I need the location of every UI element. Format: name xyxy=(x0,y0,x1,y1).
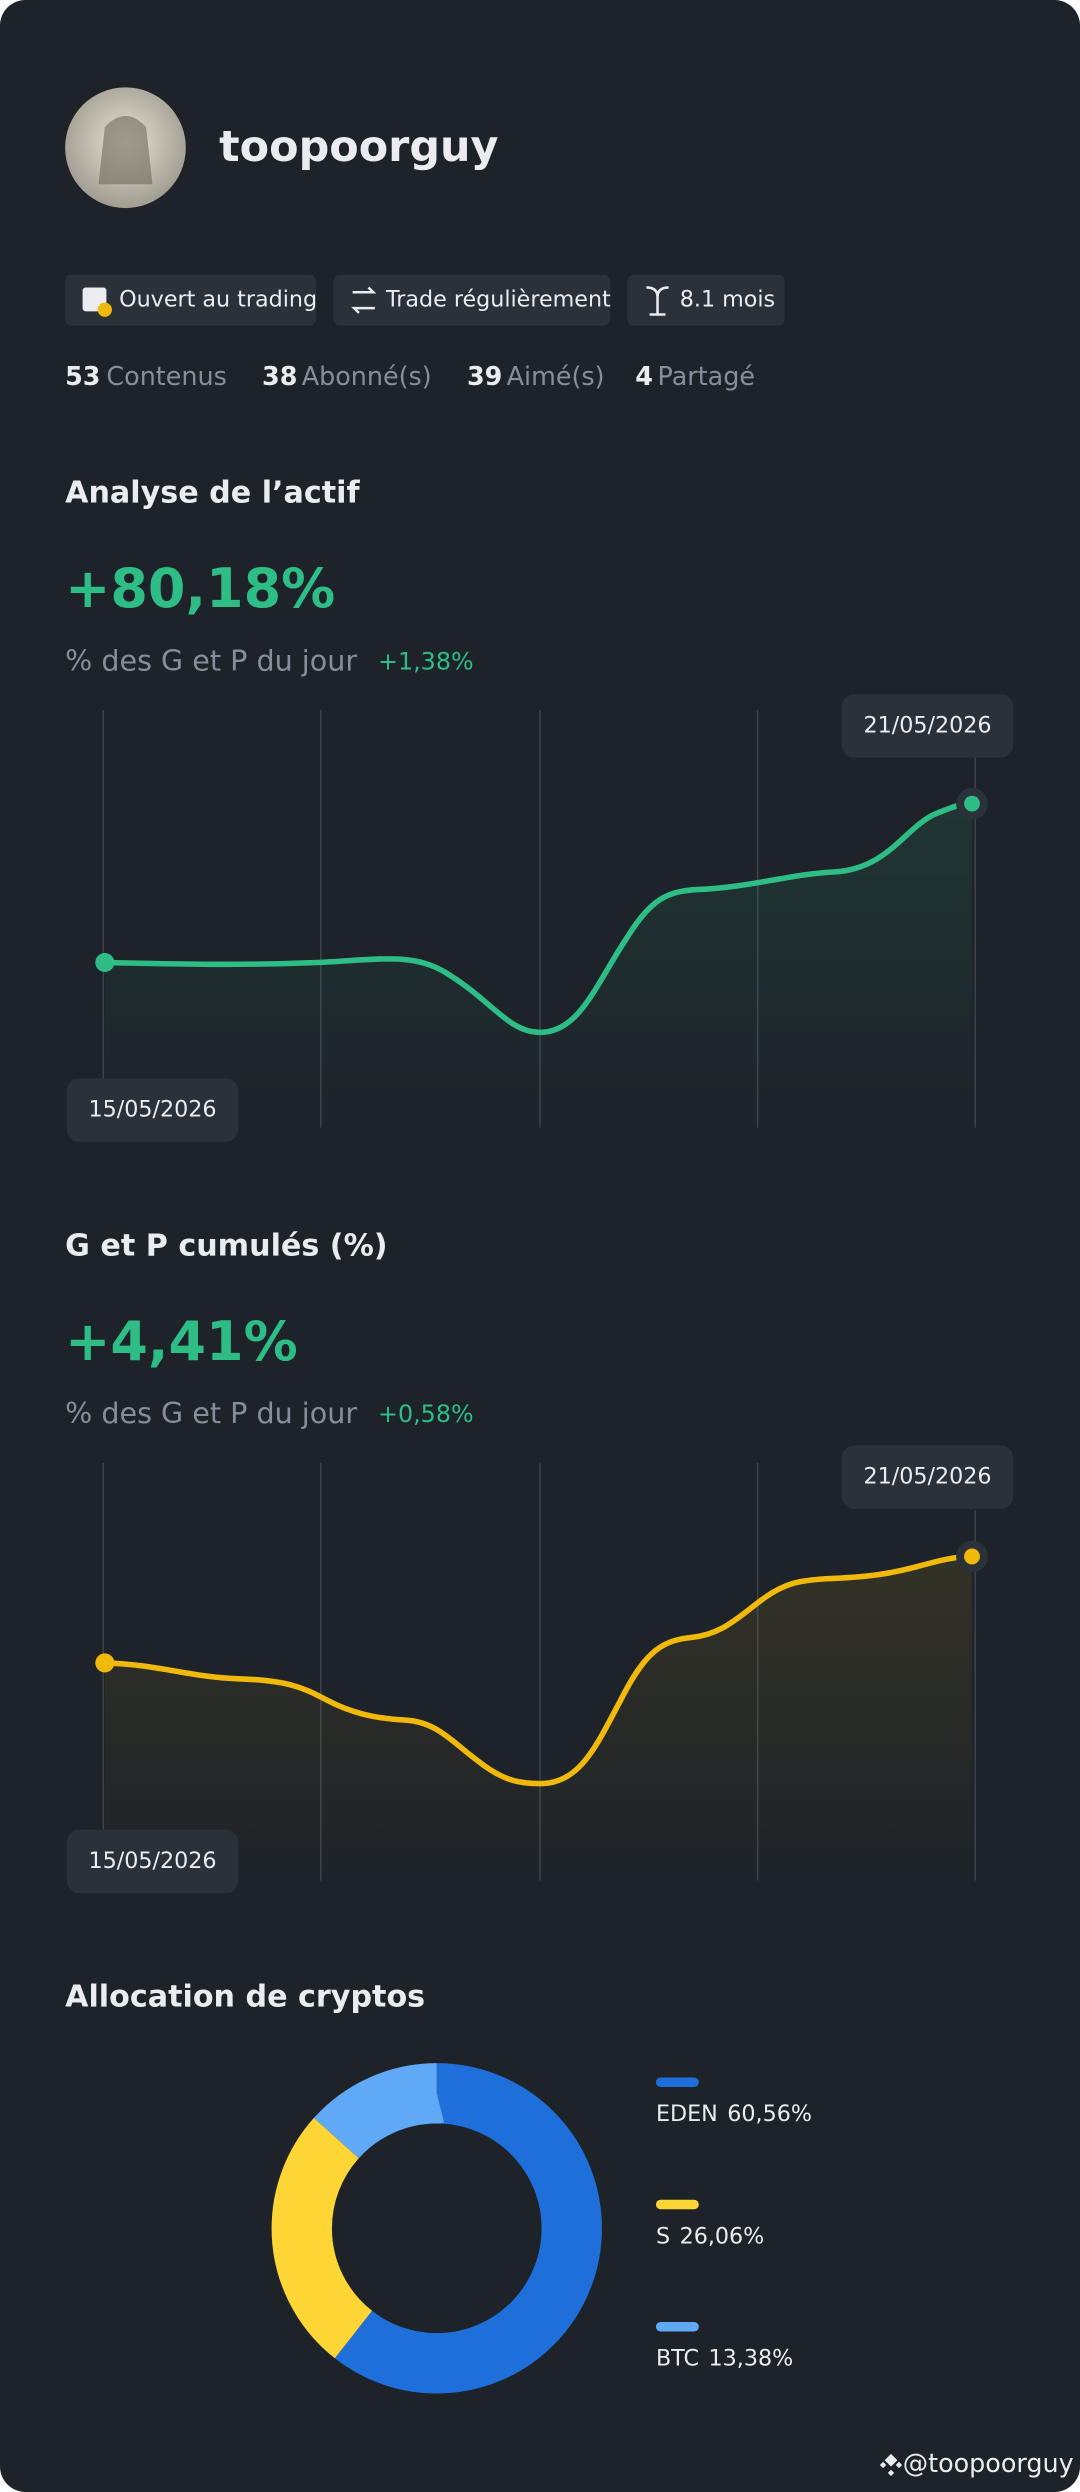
daily-pnl: % des G et P du jour +1,38% xyxy=(65,643,473,677)
line-area xyxy=(104,1556,972,1881)
date-tooltip xyxy=(66,1078,239,1142)
legend-label: BTC xyxy=(656,2345,699,2371)
stat-value: 38 xyxy=(262,361,297,391)
daily-label: % des G et P du jour xyxy=(65,643,357,677)
start-point[interactable] xyxy=(95,952,115,973)
start-point[interactable] xyxy=(95,1653,115,1673)
legend-label: EDEN xyxy=(656,2100,718,2126)
start-date: 15/05/2026 xyxy=(88,1848,216,1874)
pnl-value: +4,41% xyxy=(65,1310,298,1373)
stat-value: 39 xyxy=(467,361,502,391)
daily-value: +1,38% xyxy=(378,647,474,675)
pnl-value: +80,18% xyxy=(65,557,335,620)
legend-swatch xyxy=(655,2199,699,2210)
avatar-figure xyxy=(98,115,153,185)
legend-entry: S 26,06% xyxy=(656,2223,764,2249)
section-title: Analyse de l’actif xyxy=(65,475,360,510)
pnl-line xyxy=(104,1553,973,1787)
donut-segment xyxy=(271,2063,602,2394)
end-date: 21/05/2026 xyxy=(863,1464,991,1490)
stat-label: Aimé(s) xyxy=(507,361,605,391)
legend: EDEN 60,56% S 26,06% BTC 13,38% xyxy=(655,2077,812,2371)
daily-pnl: % des G et P du jour +0,58% xyxy=(65,1396,473,1430)
date-tooltip xyxy=(841,1445,1014,1509)
badge-label: 8.1 mois xyxy=(680,287,775,313)
watermark-logo xyxy=(879,2453,903,2477)
legend-label: S xyxy=(656,2223,670,2249)
stat-value: 53 xyxy=(65,361,100,391)
badge-label: Trade régulièrement xyxy=(385,287,611,313)
stats: 53 Contenus 38 Abonné(s) 39 Aimé(s) 4 Pa… xyxy=(65,361,755,391)
start-date: 15/05/2026 xyxy=(88,1097,216,1123)
section-title: Allocation de cryptos xyxy=(65,1980,425,2015)
end-point[interactable] xyxy=(964,1548,980,1565)
stat-label: Partagé xyxy=(658,361,755,391)
legend-swatch xyxy=(655,2077,699,2087)
badge-label: Ouvert au trading xyxy=(119,287,317,313)
daily-label: % des G et P du jour xyxy=(65,1396,357,1430)
badge-icon-dot xyxy=(97,302,112,317)
watermark: @toopoorguy xyxy=(903,2448,1074,2478)
badge-icon xyxy=(351,286,377,314)
end-point[interactable] xyxy=(964,795,980,812)
stat-value: 4 xyxy=(635,361,653,391)
stat-label: Contenus xyxy=(106,361,226,391)
date-tooltip xyxy=(841,694,1014,758)
date-tooltip xyxy=(66,1829,239,1894)
donut-segment xyxy=(271,2063,602,2394)
end-date: 21/05/2026 xyxy=(863,712,991,738)
donut-chart xyxy=(271,2063,602,2394)
legend-entry: EDEN 60,56% xyxy=(656,2100,812,2126)
legend-swatch xyxy=(655,2322,699,2332)
badge-icon xyxy=(646,286,669,316)
badge xyxy=(333,274,610,326)
pnl-line xyxy=(104,800,973,1036)
section-title: G et P cumulés (%) xyxy=(65,1228,387,1263)
legend-value: 60,56% xyxy=(727,2100,812,2126)
stat-label: Abonné(s) xyxy=(302,361,432,391)
badge xyxy=(65,274,317,326)
username: toopoorguy xyxy=(219,122,498,172)
legend-value: 26,06% xyxy=(680,2223,765,2249)
legend-entry: BTC 13,38% xyxy=(656,2345,793,2371)
legend-value: 13,38% xyxy=(709,2345,794,2371)
daily-value: +0,58% xyxy=(378,1400,474,1428)
